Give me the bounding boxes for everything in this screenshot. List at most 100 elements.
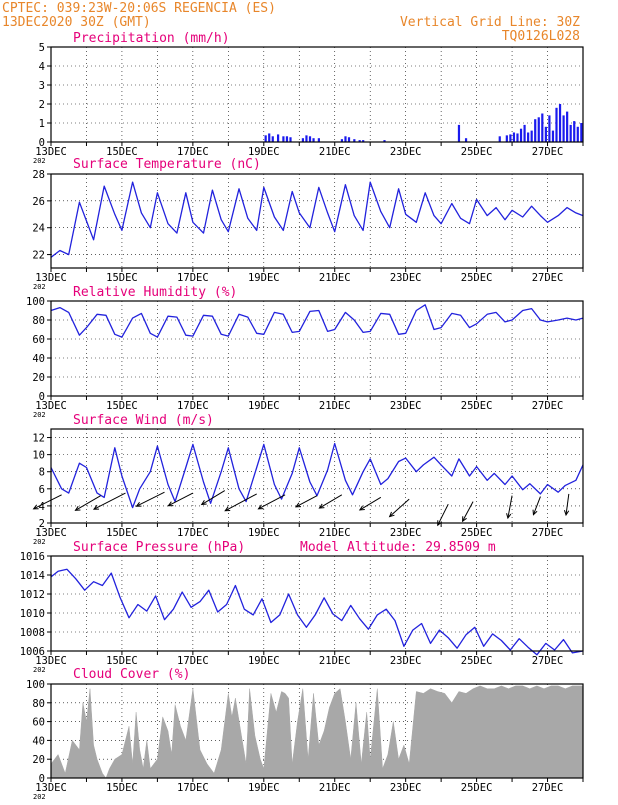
wind-vector: [389, 498, 410, 517]
rh-year-stub: 202: [33, 411, 46, 419]
press-ytick-label: 1010: [20, 608, 45, 620]
precip-bar: [509, 134, 512, 142]
wind-ytick-label: 4: [39, 501, 45, 513]
temp-xtick-label: 23DEC: [390, 272, 422, 284]
precip-bar: [519, 128, 523, 142]
wind-vector-head: [92, 504, 99, 510]
wind-title: Surface Wind (m/s): [73, 413, 214, 428]
precip-bar: [347, 137, 351, 142]
wind-xtick-label: 27DEC: [532, 527, 564, 539]
rh-ytick-label: 80: [32, 315, 45, 327]
wind-vector-head: [224, 506, 231, 512]
precip-xtick-label: 23DEC: [390, 146, 422, 158]
temp-xtick-label: 19DEC: [248, 272, 280, 284]
precip-bar: [530, 130, 533, 142]
precip-bar: [544, 126, 547, 142]
precip-title: Precipitation (mm/h): [73, 31, 230, 46]
precip-year-stub: 202: [33, 157, 46, 165]
wind-vector: [319, 494, 343, 509]
temp-panel: 22 24 26 28 13DEC 15DEC 17DEC 19DEC 21DEC 23DEC 25…: [32, 157, 584, 291]
precip-bar: [505, 135, 508, 142]
temp-ytick-label: 28: [32, 169, 45, 181]
press-year-stub: 202: [33, 666, 46, 674]
cloud-xtick-label: 17DEC: [177, 782, 209, 794]
wind-vector-head: [388, 511, 395, 518]
press-xtick-label: 21DEC: [319, 655, 351, 667]
press-series-line: [50, 568, 584, 656]
cloud-ytick-label: 100: [26, 679, 45, 691]
cloud-ytick-label: 80: [32, 698, 45, 710]
wind-vector-head: [74, 505, 81, 511]
precip-bar: [562, 115, 565, 142]
cloud-title: Cloud Cover (%): [73, 667, 190, 682]
rh-title: Relative Humidity (%): [73, 285, 237, 300]
precip-bar: [289, 137, 292, 142]
wind-vector-head: [318, 503, 325, 509]
temp-ytick-label: 24: [32, 223, 45, 235]
wind-vector: [258, 494, 286, 510]
wind-vector-head: [167, 501, 174, 507]
precip-ytick-label: 4: [39, 61, 45, 73]
rh-xtick-label: 23DEC: [390, 400, 422, 412]
cloud-ytick-label: 0: [39, 773, 45, 785]
precip-bar: [344, 136, 347, 142]
rh-frame: [50, 300, 584, 397]
press-xtick-label: 13DEC: [35, 655, 67, 667]
precip-xtick-label: 15DEC: [106, 146, 138, 158]
wind-vector: [359, 496, 382, 511]
wind-vector-head: [294, 502, 302, 508]
press-ytick-label: 1008: [20, 627, 45, 639]
precip-ytick-label: 1: [39, 118, 45, 130]
precip-bar: [285, 136, 289, 142]
press-xtick-label: 17DEC: [177, 655, 209, 667]
wind-vector: [224, 493, 257, 512]
press-xtick-label: 15DEC: [106, 655, 138, 667]
precip-bar: [282, 136, 285, 142]
cloud-xtick-label: 13DEC: [35, 782, 67, 794]
precip-bar: [312, 138, 315, 142]
precip-bar: [308, 136, 312, 142]
wind-vector-head: [200, 500, 207, 506]
precip-bar: [353, 139, 356, 142]
rh-ytick-label: 100: [26, 296, 45, 308]
precip-bar: [358, 140, 361, 142]
cloud-year-stub: 202: [33, 793, 46, 800]
precip-bar: [271, 136, 274, 142]
wind-vector: [462, 501, 474, 522]
wind-vector: [507, 495, 513, 519]
precip-ytick-label: 0: [39, 137, 45, 149]
wind-panel: 2 4 6 8 10 12 13DEC 15DEC 17DEC 19DEC 21DEC 23DEC 25…: [32, 413, 584, 546]
rh-xtick-label: 25DEC: [461, 400, 493, 412]
wind-xtick-label: 13DEC: [35, 527, 67, 539]
wind-vector: [295, 495, 318, 508]
rh-xtick-label: 19DEC: [248, 400, 280, 412]
cloud-ytick-label: 60: [32, 717, 45, 729]
precip-bar: [301, 138, 305, 142]
press-xtick-label: 19DEC: [248, 655, 280, 667]
rh-xtick-label: 21DEC: [319, 400, 351, 412]
temp-xtick-label: 13DEC: [35, 272, 67, 284]
precip-bar: [512, 132, 516, 142]
press-ytick-label: 1006: [20, 646, 45, 658]
rh-xtick-label: 15DEC: [106, 400, 138, 412]
temp-ytick-label: 26: [32, 196, 45, 208]
press-annotation: Model Altitude: 29.8509 m: [300, 540, 496, 555]
precip-bar: [523, 124, 526, 142]
temp-xtick-label: 27DEC: [532, 272, 564, 284]
wind-vector: [75, 495, 101, 511]
cloud-xtick-label: 27DEC: [532, 782, 564, 794]
precip-panel: 0 1 2 3 4 5 13DEC 15DEC 17DEC 19DEC 21DEC 23DEC 25DE…: [33, 31, 584, 165]
wind-ytick-label: 8: [39, 467, 45, 479]
precip-bar: [340, 139, 344, 142]
precip-bar: [548, 115, 551, 142]
rh-panel: 0 20 40 60 80 100 13DEC 15DEC 17DEC 19DEC 21DEC 23D…: [26, 285, 584, 419]
precip-bar: [558, 104, 562, 142]
rh-ytick-label: 20: [32, 372, 45, 384]
precip-bar: [498, 136, 501, 142]
wind-ytick-label: 12: [32, 433, 45, 445]
precip-bar: [566, 111, 569, 142]
rh-xtick-label: 13DEC: [35, 400, 67, 412]
wind-vector-head: [135, 501, 142, 507]
